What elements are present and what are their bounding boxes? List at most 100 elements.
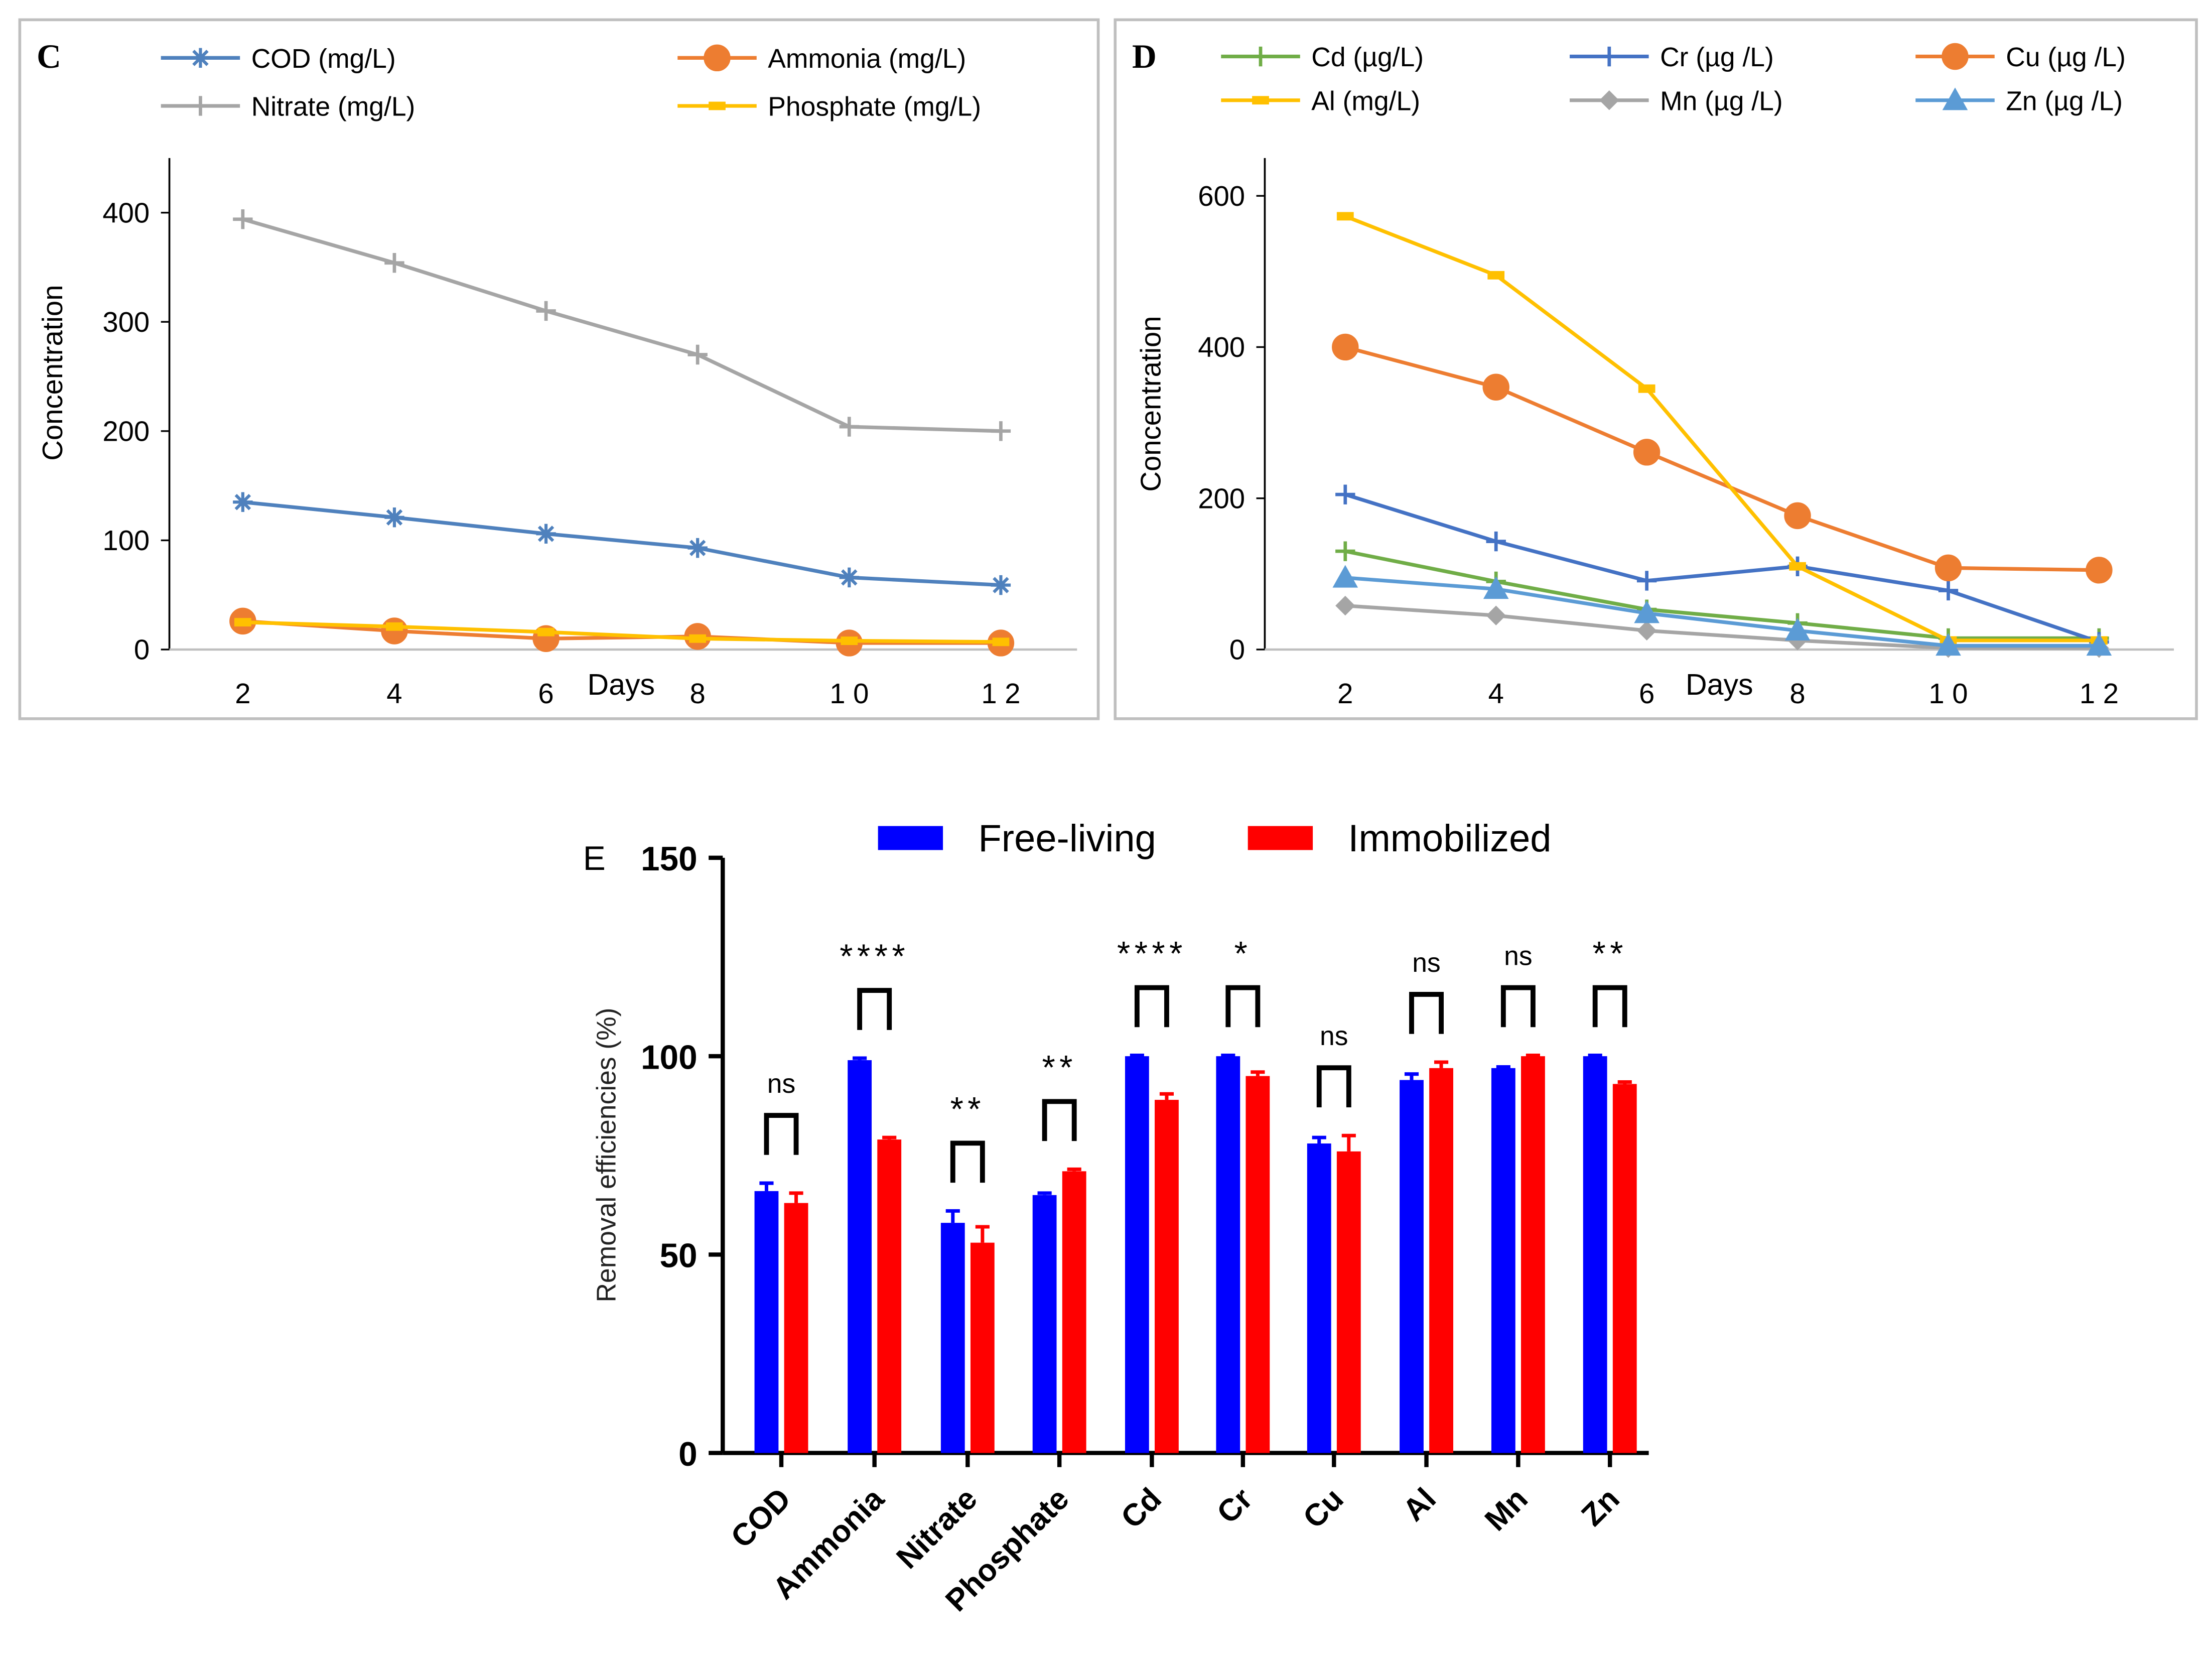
panel-c-x-tick-label: 4 — [386, 678, 402, 709]
panel-e-significance-bracket-ammonia — [857, 988, 892, 1030]
panel-d-point-zn-g-l — [1634, 600, 1660, 623]
panel-e-significance-bracket-mn — [1500, 985, 1536, 1028]
panel-e-error-bar-free-living-ammonia — [853, 1056, 867, 1061]
panel-d-point-cu-g-l — [2086, 557, 2113, 584]
panel-d-point-mn-g-l — [1486, 605, 1506, 625]
panel-e-bar-immobilized-nitrate — [970, 1242, 995, 1453]
panel-e-error-bar-free-living-phosphate — [1037, 1191, 1052, 1195]
panel-e-legend-swatch-free-living — [878, 826, 943, 850]
panel-d-x-tick-label: 6 — [1639, 678, 1654, 709]
panel-d-x-tick-label: 1 0 — [1928, 678, 1968, 709]
panel-c-y-tick-label: 300 — [102, 306, 150, 338]
panel-c-label: C — [37, 38, 61, 75]
panel-e-bar-free-living-phosphate — [1032, 1195, 1057, 1453]
panel-e-y-tick-label: 50 — [660, 1237, 698, 1275]
panel-d-legend-label-mn-g-l: Mn (µg /L) — [1660, 86, 1783, 116]
panel-e-significance-bracket-phosphate — [1042, 1099, 1077, 1141]
panel-e-error-bar-immobilized-cu — [1341, 1133, 1356, 1152]
panel-e-bar-free-living-ammonia — [848, 1060, 872, 1453]
panel-d-point-mn-g-l — [1636, 620, 1657, 641]
panel-e-error-bar-free-living-cr — [1221, 1054, 1235, 1058]
panel-d-point-cr-g-l — [1938, 580, 1959, 601]
panel-e-bar-immobilized-cu — [1336, 1151, 1361, 1453]
panel-e-legend-swatch-immobilized — [1248, 826, 1313, 850]
panel-d-series-line-zn-g-l — [1345, 576, 2099, 648]
panel-e-bar-immobilized-ammonia — [877, 1139, 902, 1453]
panel-e-significance-label-phosphate: ** — [1042, 1049, 1076, 1086]
panel-c-point-cod-mg-l — [687, 538, 708, 558]
panel-e-bar-immobilized-cr — [1246, 1076, 1270, 1453]
panel-e-significance-label-mn: ns — [1504, 942, 1532, 971]
panel-d-legend-label-al-mg-l: Al (mg/L) — [1311, 86, 1420, 116]
panel-e-error-bar-free-living-cu — [1312, 1135, 1326, 1144]
panel-c-y-tick-label: 0 — [134, 634, 150, 666]
panel-e-significance-bracket-cd — [1134, 985, 1169, 1028]
panel-d-legend-marker-al-mg-l — [1252, 96, 1269, 105]
panel-d-series-line-cr-g-l — [1344, 492, 2100, 644]
panel-d-point-zn-g-l — [1332, 565, 1358, 588]
panel-d-point-zn-g-l — [1483, 576, 1509, 599]
panel-d-point-cu-g-l — [1332, 333, 1359, 361]
panel-e-error-bar-immobilized-al — [1434, 1060, 1449, 1068]
panel-e-x-tick-label-al: Al — [1396, 1481, 1443, 1528]
panel-d-legend-marker-zn-g-l — [1942, 87, 1968, 110]
panel-e-significance-label-zn: ** — [1593, 935, 1627, 973]
panel-c-x-tick-label: 1 2 — [981, 678, 1020, 709]
panel-e-x-tick-label-cd: Cd — [1115, 1481, 1168, 1535]
panel-d-legend-label-cu-g-l: Cu (µg /L) — [2006, 43, 2126, 72]
panel-e-x-tick-label-zn: Zn — [1575, 1481, 1626, 1532]
panel-d-y-axis-title: Concentration — [1135, 316, 1166, 491]
panel-d-point-zn-g-l — [2086, 633, 2112, 656]
panel-d-point-cd-g-l — [1335, 541, 1355, 561]
panel-c-series-line-ammonia-mg-l — [242, 619, 1001, 645]
panel-e-bar-immobilized-al — [1429, 1068, 1453, 1453]
panel-c-x-tick-label: 1 0 — [830, 678, 869, 709]
panel-e-significance-bracket-zn — [1592, 985, 1627, 1028]
panel-c-x-tick-label: 2 — [235, 678, 250, 709]
panel-c-point-phosphate-mg-l — [234, 618, 251, 627]
panel-d-series-line-cu-g-l — [1344, 345, 2099, 572]
panel-e-error-bar-immobilized-nitrate — [975, 1225, 990, 1243]
panel-c-y-tick-label: 100 — [102, 525, 150, 556]
panel-e-error-bar-free-living-zn — [1588, 1054, 1602, 1058]
panel-d-point-al-mg-l — [1638, 384, 1655, 393]
panel-d-y-tick-label: 600 — [1198, 180, 1245, 212]
panel-c-point-cod-mg-l — [991, 575, 1011, 595]
panel-d-point-zn-g-l — [1936, 633, 1961, 656]
panel-d-y-tick-label: 0 — [1229, 634, 1245, 666]
panel-e-significance-bracket-cu — [1316, 1065, 1351, 1107]
panel-c-legend-label-ammonia-mg-l: Ammonia (mg/L) — [768, 44, 966, 74]
panel-d-legend-marker-cr-g-l — [1599, 46, 1619, 67]
panel-e-error-bar-free-living-al — [1404, 1072, 1419, 1080]
panel-c-point-cod-mg-l — [536, 524, 556, 544]
panel-c-legend-marker-cod-mg-l — [190, 48, 211, 68]
panel-e-significance-label-nitrate: ** — [950, 1090, 985, 1128]
panel-e-legend-label-immobilized: Immobilized — [1348, 817, 1551, 860]
panel-c-point-phosphate-mg-l — [841, 636, 858, 646]
panel-e-y-tick-label: 100 — [641, 1039, 698, 1076]
panel-c-series-line-nitrate-mg-l — [242, 217, 1001, 433]
panel-e-error-bar-immobilized-ammonia — [882, 1135, 897, 1140]
panel-c-point-nitrate-mg-l — [233, 209, 253, 229]
panel-c-point-phosphate-mg-l — [689, 634, 707, 643]
panel-e-error-bar-immobilized-cr — [1251, 1070, 1265, 1076]
panel-e-y-tick-label: 0 — [678, 1436, 698, 1473]
panel-e-bar-immobilized-phosphate — [1062, 1171, 1086, 1453]
panel-e-significance-label-cod: ns — [767, 1069, 795, 1099]
panel-d-series-line-mn-g-l — [1345, 603, 2099, 650]
panel-e-error-bar-immobilized-cd — [1159, 1092, 1174, 1100]
panel-c-legend-marker-phosphate-mg-l — [709, 101, 726, 110]
panel-e-x-tick-label-cod: COD — [724, 1481, 797, 1555]
panel-d-legend-marker-cd-g-l — [1251, 46, 1271, 67]
panel-d-legend-label-zn-g-l: Zn (µg /L) — [2006, 86, 2123, 116]
panel-e-bar-free-living-cod — [754, 1191, 779, 1453]
panel-e-significance-bracket-nitrate — [950, 1140, 985, 1183]
panel-c-point-phosphate-mg-l — [992, 637, 1010, 647]
panel-d-point-al-mg-l — [1789, 562, 1806, 571]
panel-e-significance-label-cr: * — [1234, 935, 1252, 973]
panel-c-series-line-cod-mg-l — [242, 500, 1001, 587]
panel-e-error-bar-free-living-mn — [1496, 1065, 1510, 1069]
